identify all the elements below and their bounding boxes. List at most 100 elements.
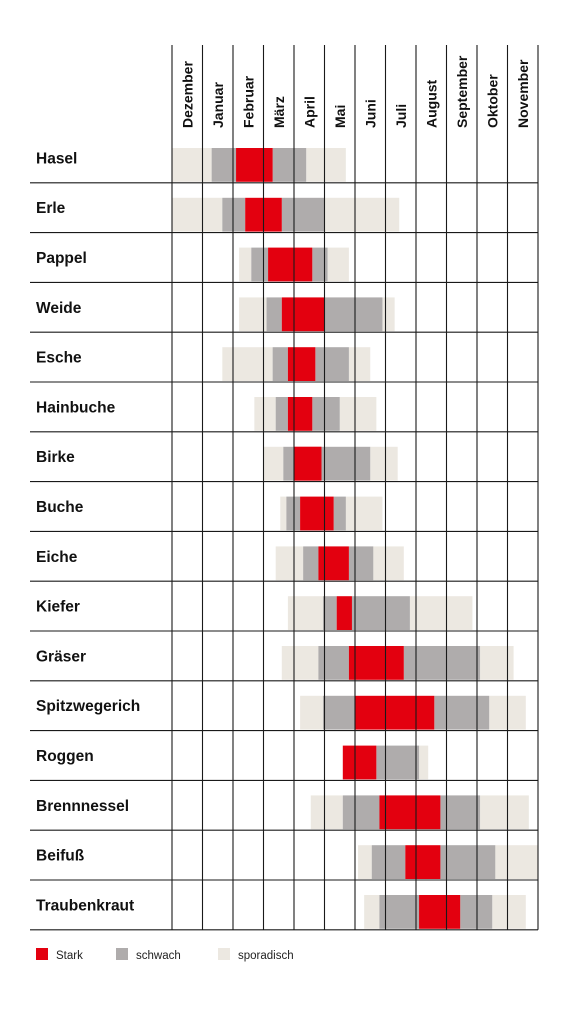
- bar-esche: [348, 347, 371, 381]
- bar-brennnessel: [379, 795, 441, 830]
- bar-esche: [222, 347, 273, 381]
- bar-erle: [281, 197, 325, 232]
- bar-pappel: [312, 247, 328, 282]
- bar-roggen: [342, 745, 377, 780]
- plant-label: Gräser: [36, 648, 86, 665]
- bar-esche: [315, 347, 349, 381]
- bar-weide: [324, 297, 383, 332]
- bar-brennnessel: [342, 795, 380, 830]
- bar-kiefer: [351, 596, 410, 630]
- bar-hasel: [236, 148, 273, 182]
- bar-brennnessel: [310, 795, 343, 830]
- month-label: September: [454, 55, 470, 128]
- bar-spitzwegerich: [355, 695, 435, 730]
- bar-gräser: [348, 646, 404, 680]
- month-label: August: [423, 79, 439, 128]
- bar-beifuß: [495, 845, 538, 879]
- plant-label: Pappel: [36, 250, 87, 267]
- bar-roggen: [376, 745, 420, 780]
- bar-erle: [172, 197, 223, 232]
- bar-gräser: [318, 646, 349, 680]
- bar-buche: [345, 496, 383, 531]
- bar-erle: [222, 197, 246, 232]
- bar-esche: [272, 347, 288, 381]
- bar-pappel: [239, 247, 252, 282]
- bar-buche: [280, 496, 287, 531]
- bar-gräser: [403, 646, 481, 680]
- bar-spitzwegerich: [434, 695, 490, 730]
- plant-label: Brennnessel: [36, 798, 129, 815]
- bar-hainbuche: [275, 397, 288, 431]
- legend-label-schwach: schwach: [136, 950, 181, 962]
- bar-pappel: [251, 247, 269, 282]
- plant-label: Erle: [36, 200, 66, 217]
- bar-pappel: [268, 247, 313, 282]
- plant-label: Spitzwegerich: [36, 698, 140, 715]
- bar-brennnessel: [480, 795, 529, 830]
- bar-birke: [283, 446, 294, 481]
- month-label: Juli: [393, 104, 409, 128]
- bar-buche: [333, 496, 346, 531]
- plant-label: Hainbuche: [36, 399, 116, 416]
- bar-beifuß: [440, 845, 496, 879]
- month-label: Juni: [362, 99, 378, 128]
- bar-traubenkraut: [492, 895, 526, 929]
- plant-labels: Hasel Erle Pappel Weide Esche Hainbuche Birke B…: [36, 150, 140, 914]
- bar-gräser: [480, 646, 514, 680]
- bar-beifuß: [358, 845, 372, 879]
- month-label: Dezember: [179, 61, 195, 128]
- bar-kiefer: [322, 596, 337, 630]
- bar-pappel: [327, 247, 349, 282]
- bar-weide: [281, 297, 325, 332]
- bar-beifuß: [371, 845, 406, 879]
- plant-label: Traubenkraut: [36, 897, 134, 914]
- plant-label: Weide: [36, 300, 82, 317]
- plant-label: Birke: [36, 449, 75, 466]
- bar-hasel: [172, 148, 212, 182]
- bar-kiefer: [287, 596, 323, 630]
- plant-label: Roggen: [36, 748, 94, 765]
- bar-kiefer: [409, 596, 473, 630]
- plant-label: Hasel: [36, 150, 77, 167]
- bar-weide: [266, 297, 282, 332]
- bar-erle: [324, 197, 400, 232]
- bar-birke: [263, 446, 284, 481]
- bar-roggen: [419, 745, 429, 780]
- bar-eiche: [275, 546, 304, 581]
- bar-eiche: [318, 546, 349, 581]
- bar-hasel: [306, 148, 346, 182]
- month-label: März: [271, 96, 287, 128]
- plant-label: Eiche: [36, 549, 78, 566]
- bar-traubenkraut: [460, 895, 493, 929]
- legend-label-stark: Stark: [56, 950, 83, 962]
- bar-eiche: [348, 546, 374, 581]
- bar-esche: [287, 347, 316, 381]
- grid-layer: [30, 45, 539, 931]
- bar-birke: [321, 446, 371, 481]
- bar-traubenkraut: [419, 895, 461, 929]
- plant-label: Beifuß: [36, 848, 85, 865]
- bar-beifuß: [405, 845, 441, 879]
- bar-buche: [286, 496, 301, 531]
- bar-eiche: [373, 546, 404, 581]
- bar-hainbuche: [339, 397, 377, 431]
- month-label: November: [515, 59, 531, 128]
- bar-spitzwegerich: [322, 695, 355, 730]
- bar-eiche: [303, 546, 319, 581]
- bar-birke: [370, 446, 398, 481]
- bar-spitzwegerich: [300, 695, 323, 730]
- bar-hainbuche: [254, 397, 276, 431]
- bar-kiefer: [336, 596, 352, 630]
- legend-swatch-sporadisch: [218, 948, 230, 960]
- bar-weide: [239, 297, 267, 332]
- month-label: Januar: [210, 82, 226, 128]
- month-label: Februar: [240, 75, 256, 128]
- bar-hainbuche: [287, 397, 313, 431]
- legend: Stark schwach sporadisch: [36, 948, 294, 962]
- legend-swatch-schwach: [116, 948, 128, 960]
- bar-hasel: [272, 148, 307, 182]
- bar-weide: [382, 297, 395, 332]
- month-label: April: [301, 96, 317, 128]
- plant-label: Buche: [36, 499, 84, 516]
